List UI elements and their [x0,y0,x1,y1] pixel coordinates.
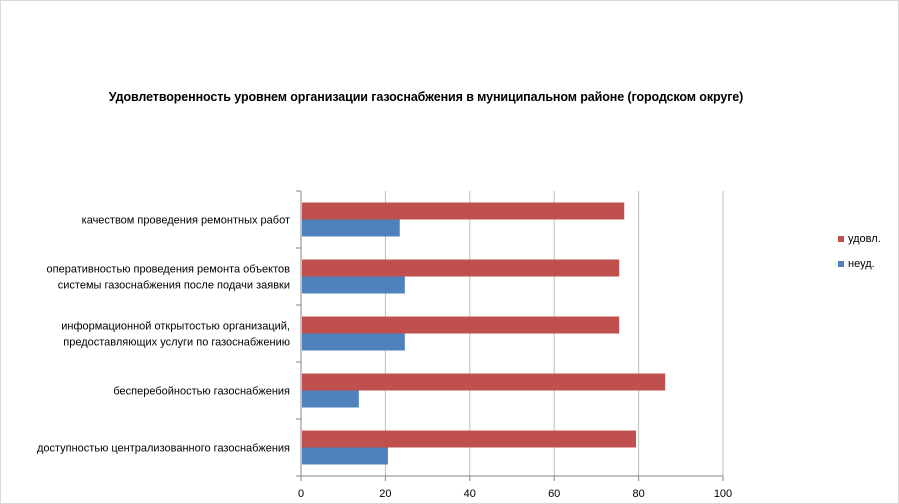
axes [296,190,724,481]
category-label: предоставляющих услуги по газоснабжению [63,337,290,349]
bar-unsatisfied [302,219,400,237]
category-labels: качеством проведения ремонтных работ опер… [37,215,290,455]
category-label: системы газоснабжения после подачи заявк… [58,280,290,292]
x-tick-label: 80 [632,488,644,500]
legend-swatch [838,261,844,267]
x-tick-label: 60 [548,488,560,500]
category-label: информационной открытостью организаций, [61,321,290,333]
x-tick-label: 40 [464,488,476,500]
legend: удовл. неуд. [838,233,881,270]
category-label: доступностью централизованного газоснабж… [37,443,290,455]
bars [302,202,666,465]
chart-title: Удовлетворенность уровнем организации га… [108,90,744,104]
bar-unsatisfied [302,276,405,294]
tick-labels: 0 20 40 60 80 100 [298,488,732,500]
legend-label: удовл. [848,233,881,245]
bar-satisfied [302,259,620,277]
legend-label: неуд. [848,258,875,270]
bar-satisfied [302,430,637,448]
bar-unsatisfied [302,447,388,465]
x-tick-label: 0 [298,488,304,500]
bar-unsatisfied [302,333,405,351]
bar-satisfied [302,202,625,220]
x-tick-label: 20 [379,488,391,500]
bar-satisfied [302,373,666,391]
category-label: оперативностью проведения ремонта объект… [47,264,291,276]
bar-unsatisfied [302,390,359,408]
legend-swatch [838,236,844,242]
bar-satisfied [302,316,620,334]
x-tick-label: 100 [714,488,732,500]
category-label: бесперебойностью газоснабжения [113,386,290,398]
category-label: качеством проведения ремонтных работ [82,215,290,227]
